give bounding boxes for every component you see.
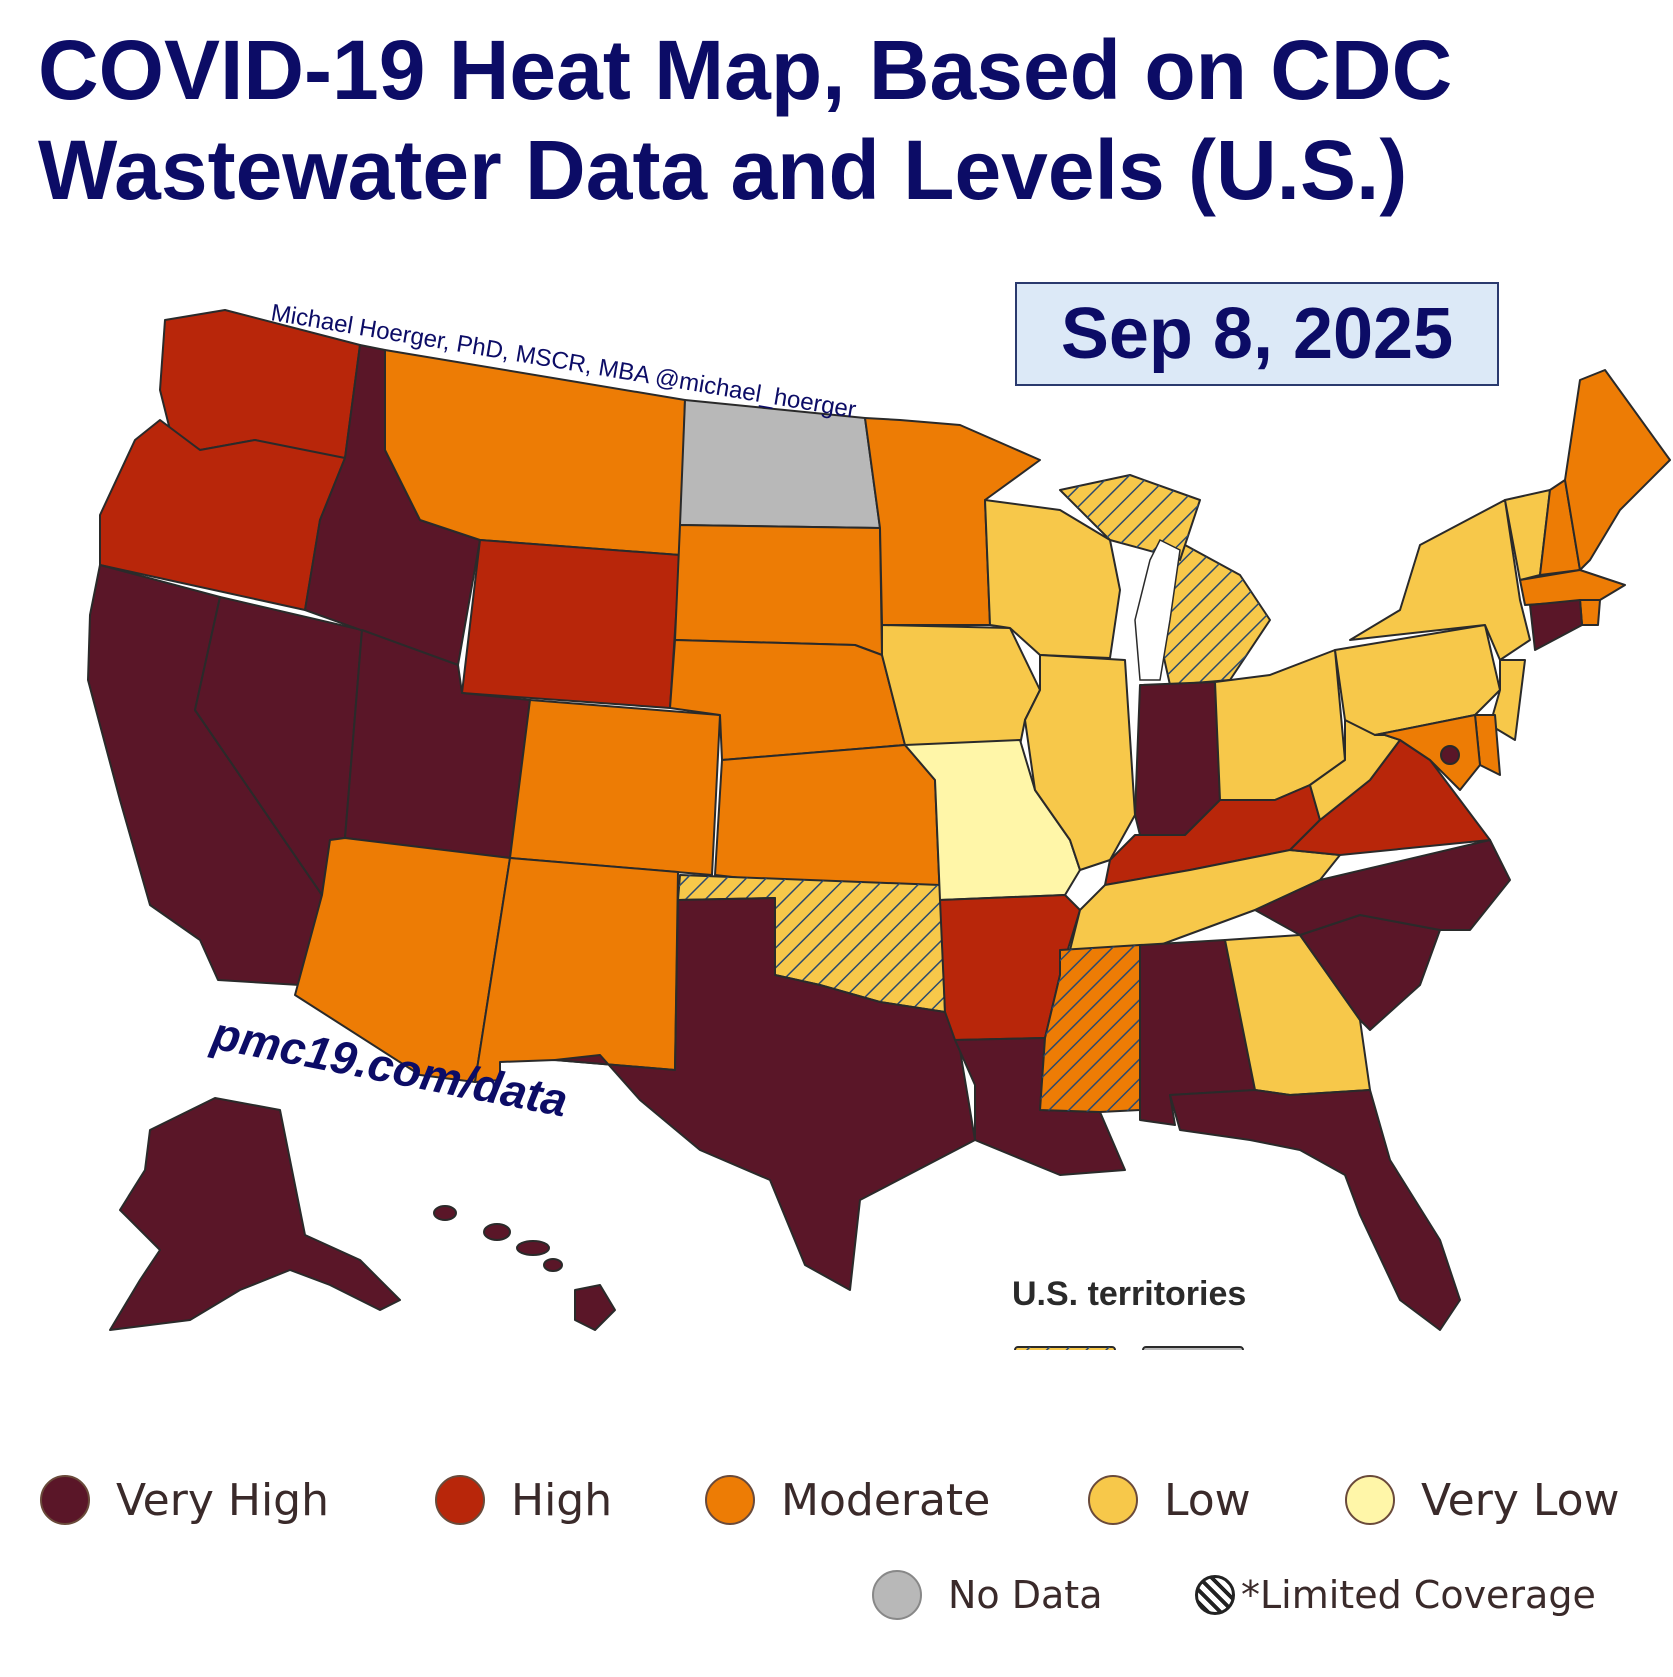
legend-no-data: No Data <box>872 1565 1103 1625</box>
date-badge: Sep 8, 2025 <box>1015 282 1499 386</box>
state-MA <box>1519 569 1626 606</box>
state-SD <box>674 524 883 656</box>
state-WY <box>461 539 681 709</box>
state-MS-hatch <box>1040 945 1140 1112</box>
state-NC <box>1254 839 1511 936</box>
legend-levels: Very High High Moderate Low Very Low <box>40 1470 1660 1530</box>
state-WI <box>984 499 1121 659</box>
territories-heading: U.S. territories <box>1012 1275 1246 1313</box>
state-NJ <box>1489 659 1526 741</box>
state-CO <box>509 699 721 876</box>
hi-island-2 <box>483 1223 511 1241</box>
legend-limited-coverage: *Limited Coverage <box>1195 1565 1596 1625</box>
state-AK <box>109 1097 401 1331</box>
legend-label: High <box>511 1474 613 1526</box>
state-OK-hatch <box>678 875 945 1012</box>
lake-michigan <box>1134 538 1181 681</box>
state-MI-hatch <box>1060 475 1270 685</box>
legend-label: No Data <box>948 1573 1103 1617</box>
state-IL <box>1024 654 1136 871</box>
legend-swatch <box>1088 1475 1138 1525</box>
territory-gu: GU <box>1014 1346 1116 1350</box>
legend-label: *Limited Coverage <box>1241 1573 1596 1617</box>
state-ME <box>1564 369 1671 571</box>
legend-high: High <box>435 1470 612 1530</box>
legend-label: Moderate <box>781 1474 991 1526</box>
state-MD <box>1374 714 1481 791</box>
hi-island-3 <box>516 1240 550 1256</box>
territory-vi: VI <box>1142 1346 1244 1350</box>
legend-extras: No Data *Limited Coverage <box>0 1565 1673 1625</box>
legend-label: Very High <box>116 1474 329 1526</box>
us-map: Michael Hoerger, PhD, MSCR, MBA @michael… <box>87 299 1671 1350</box>
legend-low: Low <box>1088 1470 1251 1530</box>
legend-very-high: Very High <box>40 1470 329 1530</box>
state-DC <box>1440 745 1460 765</box>
legend-swatch <box>1345 1475 1395 1525</box>
legend-label: Very Low <box>1421 1474 1620 1526</box>
state-CT <box>1529 599 1583 651</box>
state-HI <box>574 1284 616 1331</box>
legend-swatch-no-data <box>872 1570 922 1620</box>
map-title: COVID-19 Heat Map, Based on CDC Wastewat… <box>38 23 1453 217</box>
state-IA <box>881 624 1041 746</box>
legend-swatch <box>40 1475 90 1525</box>
hi-island-1 <box>433 1205 457 1221</box>
legend-moderate: Moderate <box>705 1470 990 1530</box>
state-FL <box>1169 1089 1461 1331</box>
state-NY <box>1349 499 1531 661</box>
state-TX <box>554 897 976 1291</box>
hatch-icon <box>1195 1575 1235 1615</box>
state-RI <box>1579 599 1601 626</box>
hi-island-4 <box>543 1258 563 1272</box>
legend-very-low: Very Low <box>1345 1470 1620 1530</box>
state-NM <box>474 857 679 1083</box>
legend-swatch <box>705 1475 755 1525</box>
legend-swatch <box>435 1475 485 1525</box>
legend-label: Low <box>1164 1474 1251 1526</box>
